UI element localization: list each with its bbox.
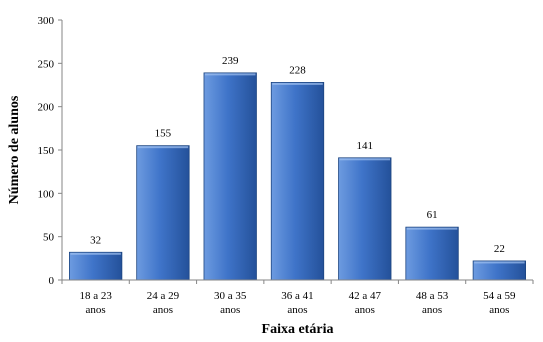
- bar: [270, 82, 325, 281]
- bar: [405, 226, 459, 281]
- y-tick-label: 50: [43, 232, 55, 244]
- data-label: 228: [289, 64, 306, 76]
- y-tick-label: 100: [38, 188, 55, 200]
- x-tick-label: 48 a 53: [416, 290, 449, 302]
- x-tick-label: 42 a 47: [349, 290, 382, 302]
- bar-top-highlight: [272, 82, 323, 85]
- data-label: 155: [155, 128, 172, 140]
- bar: [69, 251, 123, 281]
- x-tick-label: 18 a 23: [79, 290, 112, 302]
- x-tick-label: 24 a 29: [147, 290, 180, 302]
- x-tick-label: 30 a 35: [214, 290, 247, 302]
- x-tick-label: 54 a 59: [483, 290, 516, 302]
- x-tick-label: anos: [287, 304, 307, 316]
- x-tick-label: anos: [153, 304, 173, 316]
- bar-top-highlight: [406, 227, 458, 230]
- bar-top-highlight: [70, 252, 121, 255]
- y-axis-title: Número de alunos: [7, 95, 22, 204]
- bar-top-highlight: [339, 158, 391, 161]
- y-tick-label: 150: [38, 145, 55, 157]
- bar-top-highlight: [474, 261, 525, 264]
- bar: [338, 157, 392, 281]
- bars: [69, 72, 526, 281]
- bar-top-highlight: [204, 73, 256, 76]
- x-tick-label: anos: [86, 304, 106, 316]
- bar-top-highlight: [137, 146, 189, 149]
- x-tick-label: anos: [422, 304, 442, 316]
- data-label: 141: [357, 140, 374, 152]
- data-label: 32: [90, 234, 101, 246]
- data-label: 61: [427, 209, 438, 221]
- bar: [136, 145, 190, 281]
- x-tick-label: anos: [220, 304, 240, 316]
- y-tick-label: 250: [38, 58, 55, 70]
- y-tick-label: 200: [38, 102, 55, 114]
- y-tick-label: 0: [49, 275, 55, 287]
- data-label: 239: [222, 55, 239, 67]
- x-tick-label: 36 a 41: [281, 290, 313, 302]
- bar: [472, 260, 526, 281]
- y-axis-ticks: 0 50 100 150 200 250 300: [38, 15, 62, 287]
- bar: [203, 72, 257, 281]
- x-tick-label: anos: [489, 304, 509, 316]
- x-axis-ticks: 18 a 23 anos 24 a 29 anos 30 a 35 anos 36 a 41…: [61, 280, 534, 316]
- data-labels: 32 155 239 228 141 61 22: [90, 55, 505, 255]
- y-tick-label: 300: [38, 15, 55, 27]
- x-axis-title: Faixa etária: [262, 322, 334, 337]
- data-label: 22: [494, 243, 505, 255]
- x-tick-label: anos: [355, 304, 375, 316]
